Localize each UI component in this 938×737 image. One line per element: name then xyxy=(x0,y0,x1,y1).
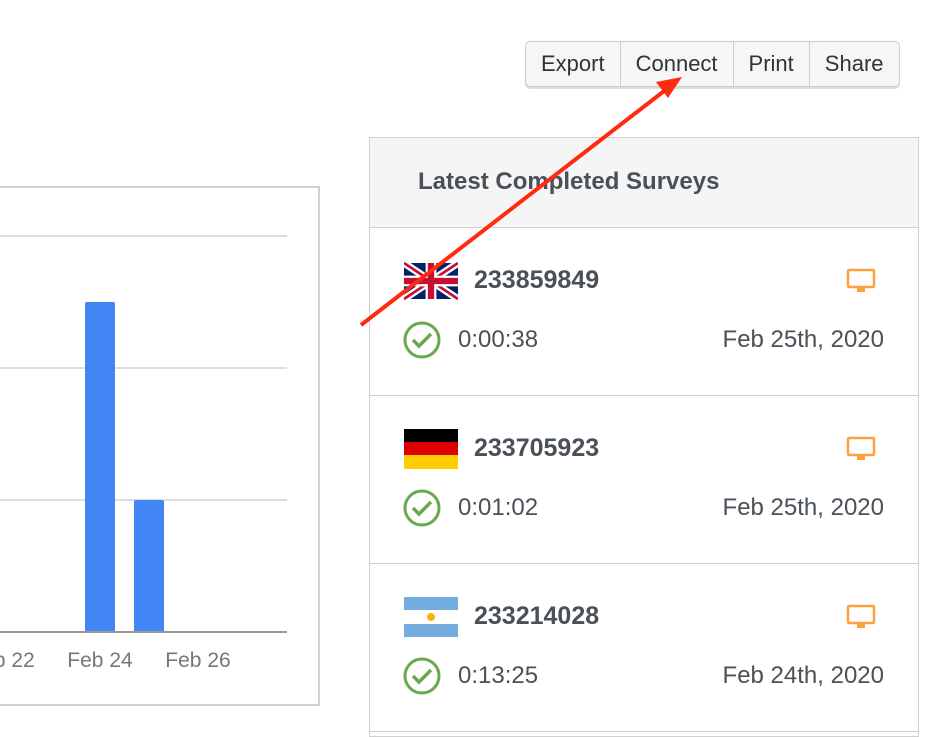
bar-feb-25[interactable] xyxy=(134,500,164,632)
germany-flag-icon xyxy=(404,429,458,469)
check-circle-icon xyxy=(402,320,442,365)
check-circle-icon xyxy=(402,488,442,533)
share-button[interactable]: Share xyxy=(810,42,899,86)
toolbar-button-group: Export Connect Print Share xyxy=(525,41,900,87)
survey-id[interactable]: 233859849 xyxy=(474,266,600,294)
survey-duration: 0:01:02 xyxy=(458,494,539,521)
survey-id[interactable]: 233214028 xyxy=(474,602,600,630)
print-button[interactable]: Print xyxy=(734,42,810,86)
latest-surveys-panel: Latest Completed Surveys 233859849 0:00:… xyxy=(369,137,919,737)
desktop-icon xyxy=(846,268,876,299)
survey-date: Feb 25th, 2020 xyxy=(722,494,884,521)
export-button[interactable]: Export xyxy=(526,42,621,86)
survey-list-item[interactable]: 233859849 0:00:38 Feb 25th, 2020 xyxy=(370,228,918,396)
survey-id[interactable]: 233705923 xyxy=(474,434,600,462)
x-tick-label: Feb 24 xyxy=(67,649,133,672)
survey-list-item[interactable]: 233705923 0:01:02 Feb 25th, 2020 xyxy=(370,396,918,564)
survey-list-item[interactable]: 233214028 0:13:25 Feb 24th, 2020 xyxy=(370,564,918,732)
x-tick-label: Feb 26 xyxy=(165,649,230,672)
survey-duration: 0:13:25 xyxy=(458,662,539,689)
connect-button[interactable]: Connect xyxy=(621,42,734,86)
uk-flag-icon xyxy=(402,260,460,302)
x-tick-label: Feb 22 xyxy=(0,649,35,672)
desktop-icon xyxy=(846,604,876,635)
survey-duration: 0:00:38 xyxy=(458,326,539,353)
chart-card: Feb 22 Feb 24 Feb 26 xyxy=(0,186,320,706)
argentina-flag-icon xyxy=(404,597,458,637)
bar-feb-24[interactable] xyxy=(85,302,115,632)
check-circle-icon xyxy=(402,656,442,701)
survey-date: Feb 24th, 2020 xyxy=(722,662,884,689)
survey-date: Feb 25th, 2020 xyxy=(722,326,884,353)
desktop-icon xyxy=(846,436,876,467)
bar-chart: Feb 22 Feb 24 Feb 26 xyxy=(0,235,287,672)
panel-title: Latest Completed Surveys xyxy=(370,138,918,228)
